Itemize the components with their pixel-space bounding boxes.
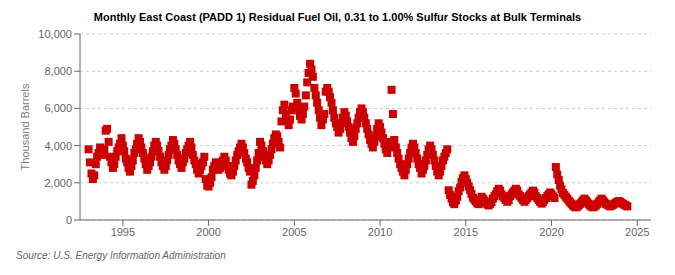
svg-text:2,000: 2,000 [44,177,72,189]
svg-text:2000: 2000 [196,226,220,238]
svg-text:2025: 2025 [625,226,649,238]
svg-text:2010: 2010 [368,226,392,238]
html-text:Source: U.S. Energy Informatio: Source: U.S. Energy Information Administ… [16,250,226,261]
svg-text:1995: 1995 [111,226,135,238]
svg-text:0: 0 [66,214,72,226]
svg-text:2005: 2005 [282,226,306,238]
svg-text:2020: 2020 [539,226,563,238]
svg-text:10,000: 10,000 [38,28,72,40]
svg-text:4,000: 4,000 [44,140,72,152]
svg-text:8,000: 8,000 [44,65,72,77]
svg-text:6,000: 6,000 [44,102,72,114]
svg-text:Thousand Barrels: Thousand Barrels [19,83,31,170]
html-text:Monthly East Coast (PADD 1) Re: Monthly East Coast (PADD 1) Residual Fue… [93,11,582,23]
svg-text:2015: 2015 [454,226,478,238]
